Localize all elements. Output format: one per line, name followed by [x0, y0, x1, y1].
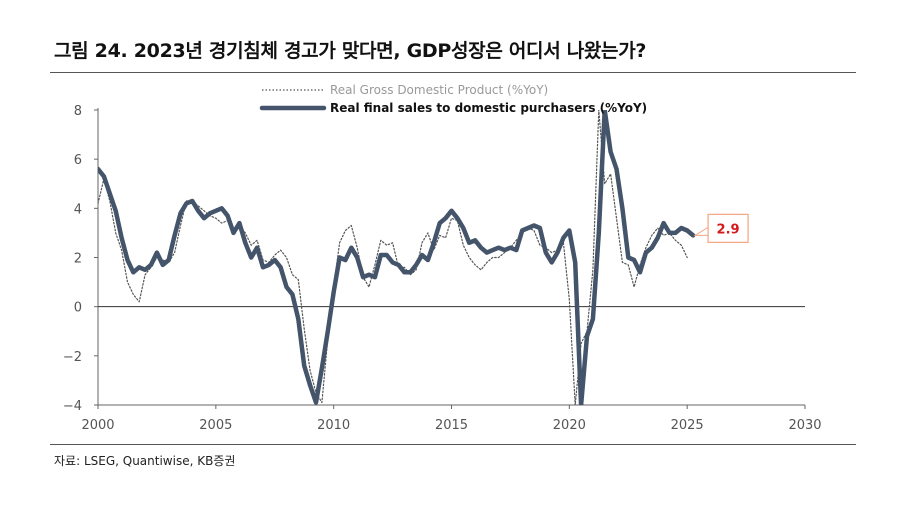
y-tick-label: −2 — [63, 350, 82, 365]
y-tick-label: 0 — [74, 301, 82, 316]
x-tick-label: 2030 — [788, 418, 821, 433]
top-divider — [50, 72, 856, 73]
y-tick-label: 4 — [74, 202, 82, 217]
annotation-layer: 2.9 — [693, 213, 749, 243]
series-layer — [98, 110, 696, 405]
legend: Real Gross Domestic Product (%YoY) Real f… — [259, 83, 647, 115]
callout-box — [707, 213, 749, 243]
source-note: 자료: LSEG, Quantiwise, KB증권 — [54, 454, 236, 468]
x-tick-label: 2020 — [553, 418, 586, 433]
x-tick-label: 2000 — [81, 418, 114, 433]
x-tick-label: 2025 — [671, 418, 704, 433]
legend-label-gdp: Real Gross Domestic Product (%YoY) — [330, 83, 548, 97]
callout-pointer — [693, 226, 709, 236]
x-tick-label: 2005 — [199, 418, 232, 433]
x-tick-label: 2010 — [317, 418, 350, 433]
final-sales-series-line — [98, 110, 696, 405]
callout-value-label: 2.9 — [717, 222, 740, 237]
chart-title: 그림 24. 2023년 경기침체 경고가 맞다면, GDP성장은 어디서 나왔… — [54, 40, 647, 62]
y-tick-label: −4 — [63, 399, 82, 414]
axes: 8 6 4 2 0 −2 −4 2000 2005 2010 2015 2020 2025 2030 — [63, 104, 822, 433]
bottom-divider — [50, 444, 856, 445]
legend-label-final-sales: Real final sales to domestic purchasers … — [330, 101, 647, 115]
y-tick-label: 8 — [74, 104, 82, 119]
y-tick-label: 6 — [74, 153, 82, 168]
y-tick-label: 2 — [74, 252, 82, 267]
x-tick-label: 2015 — [435, 418, 468, 433]
